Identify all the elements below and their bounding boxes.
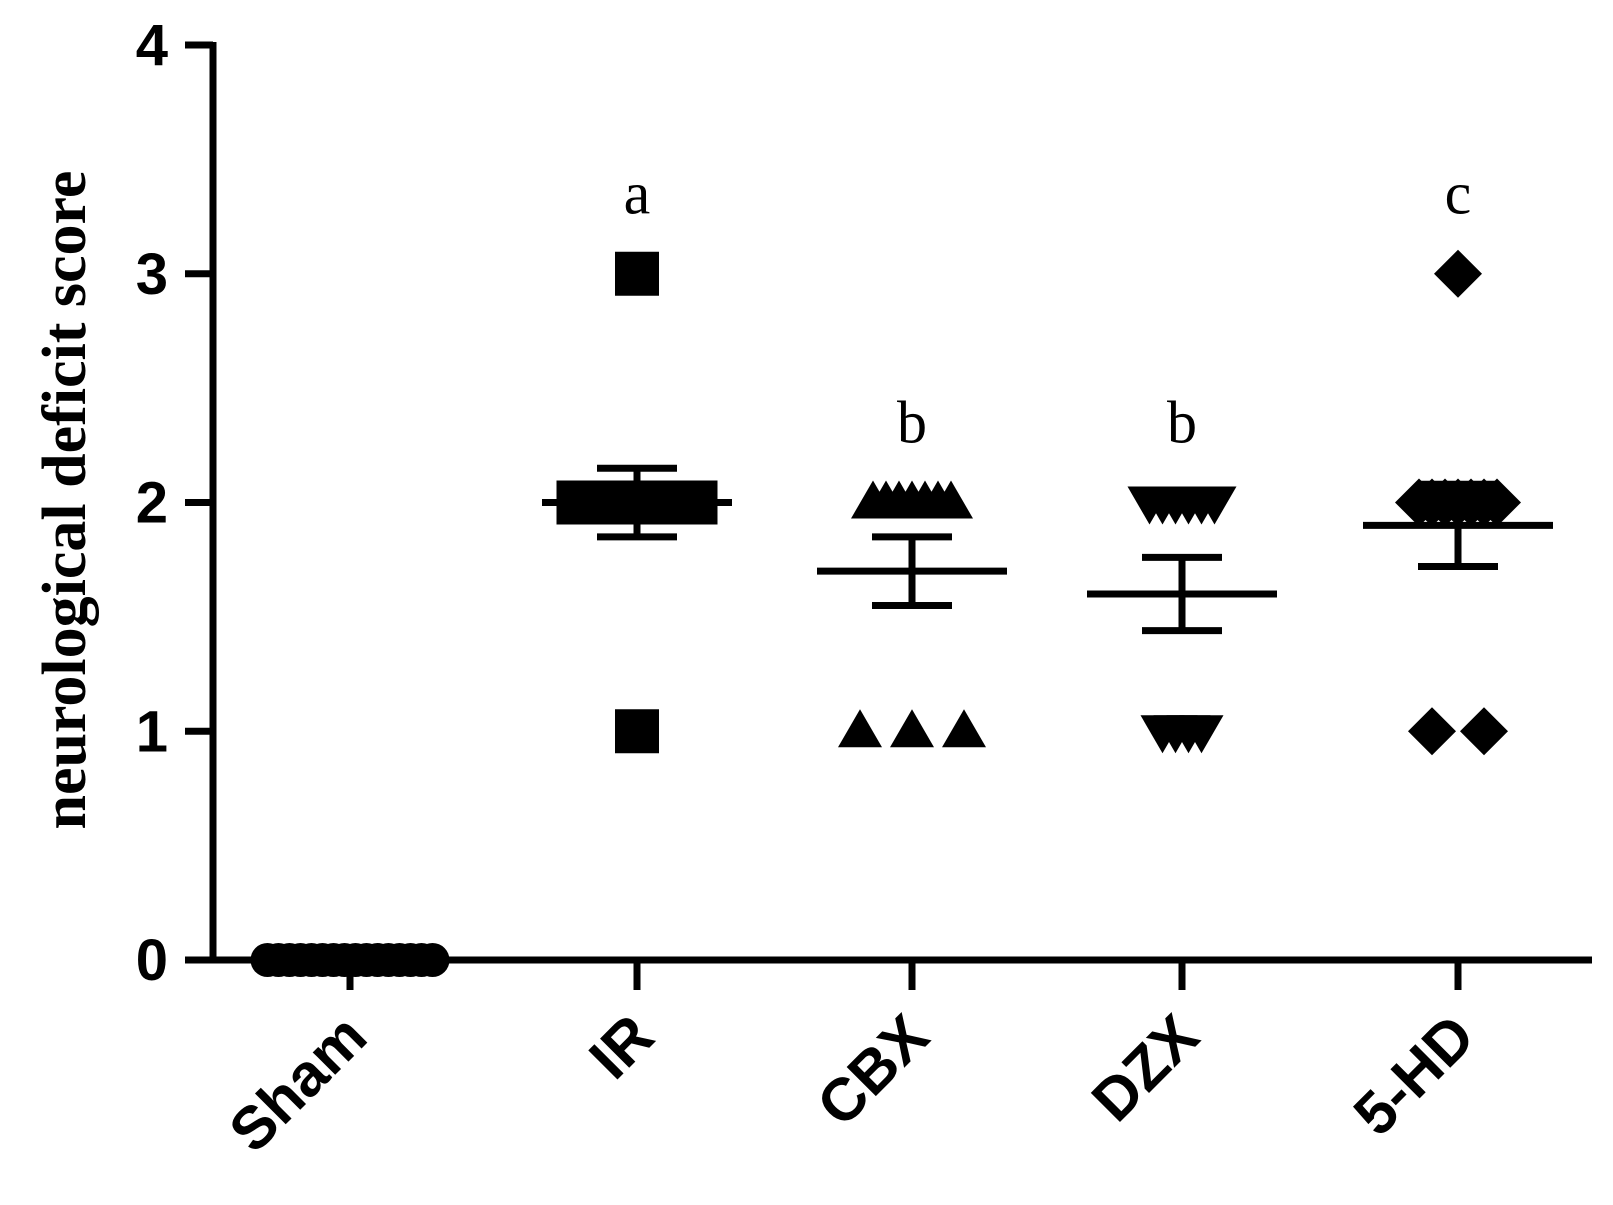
data-point-dzx-3 xyxy=(1179,715,1224,754)
y-tick-label-1: 1 xyxy=(136,699,168,764)
data-point-5-hd-0 xyxy=(1408,707,1456,756)
y-tick-label-3: 3 xyxy=(136,242,168,307)
significance-annotations: a b b c xyxy=(624,161,1472,456)
annotation-5-hd: c xyxy=(1445,161,1472,227)
x-tick-label-0: Sham xyxy=(216,1002,379,1165)
x-tick-label-3: DZX xyxy=(1079,1002,1211,1134)
y-tick-label-0: 0 xyxy=(136,928,168,993)
data-point-5-hd-9 xyxy=(1434,249,1482,298)
y-axis-label: neurological deficit score xyxy=(31,171,99,830)
x-ticks: Sham IR CBX DZX 5-HD xyxy=(216,960,1487,1165)
data-point-cbx-0 xyxy=(838,709,882,748)
data-point-5-hd-8 xyxy=(1473,478,1521,527)
data-point-dzx-9 xyxy=(1192,486,1237,525)
x-tick-label-4: 5-HD xyxy=(1341,1002,1487,1148)
annotation-cbx: b xyxy=(897,389,927,455)
data-point-cbx-2 xyxy=(942,709,986,748)
annotation-dzx: b xyxy=(1167,389,1197,455)
y-tick-label-2: 2 xyxy=(136,471,168,536)
x-tick-label-1: IR xyxy=(576,1002,666,1092)
data-point-ir-0 xyxy=(615,709,659,754)
data-point-5-hd-1 xyxy=(1460,707,1508,756)
x-tick-label-2: CBX xyxy=(804,1002,941,1139)
data-points xyxy=(250,249,1521,977)
annotation-ir: a xyxy=(624,161,651,227)
data-point-ir-15 xyxy=(615,251,659,296)
y-tick-label-4: 4 xyxy=(136,13,168,78)
mean-sem-bars xyxy=(255,464,1553,964)
data-point-cbx-9 xyxy=(929,480,973,519)
y-ticks: 0 1 2 3 4 xyxy=(136,13,213,993)
data-point-cbx-1 xyxy=(890,709,934,748)
